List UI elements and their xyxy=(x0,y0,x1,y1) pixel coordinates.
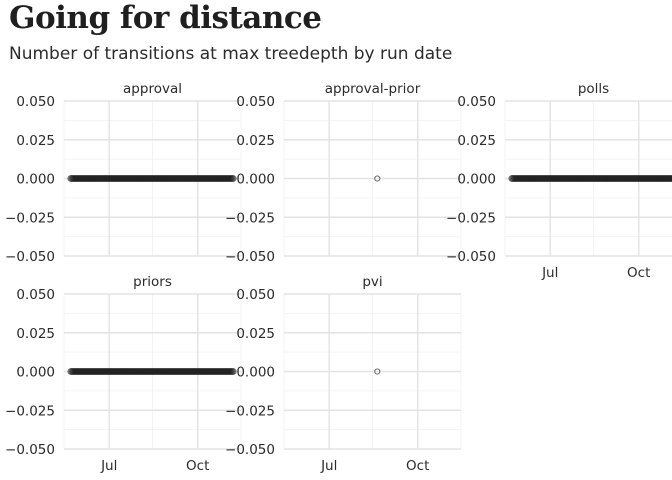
y-tick-label: 0.000 xyxy=(236,365,275,381)
chart-title: Going for distance xyxy=(9,0,322,36)
data-point xyxy=(229,175,237,182)
panel-approval: approval 0.050 0.025 0.000 −0.025 −0.050 xyxy=(5,81,242,265)
panel-strip-label: approval xyxy=(123,81,182,97)
y-tick-label: −0.050 xyxy=(225,442,275,458)
y-tick-label: −0.025 xyxy=(225,210,275,226)
data-point xyxy=(229,368,237,375)
data-points xyxy=(67,368,237,375)
x-tick-label: Jul xyxy=(100,458,117,474)
y-tick-label: −0.050 xyxy=(446,249,496,265)
y-tick-label: 0.000 xyxy=(16,365,55,381)
data-points xyxy=(508,175,672,182)
y-tick-label: 0.000 xyxy=(457,172,496,188)
y-tick-label: 0.025 xyxy=(16,326,55,342)
chart-subtitle: Number of transitions at max treedepth b… xyxy=(9,44,453,64)
y-tick-label: −0.025 xyxy=(225,403,275,419)
y-tick-label: 0.025 xyxy=(457,133,496,149)
data-point xyxy=(374,175,381,182)
panel-strip-label: priors xyxy=(133,274,172,290)
panel-priors: priors 0.050 0.025 0.000 −0.025 −0.050 Jul Oct xyxy=(5,274,242,474)
panel-pvi: pvi 0.050 0.025 0.000 −0.025 −0.050 Jul Oct xyxy=(225,274,462,474)
y-tick-label: −0.025 xyxy=(5,210,55,226)
x-tick-label: Oct xyxy=(627,265,650,281)
data-points xyxy=(67,175,237,182)
y-tick-label: 0.025 xyxy=(236,133,275,149)
y-tick-label: 0.000 xyxy=(16,172,55,188)
x-tick-label: Jul xyxy=(541,265,558,281)
panel-strip-label: polls xyxy=(578,81,609,97)
panel-polls: polls 0.050 0.025 0.000 −0.025 −0.050 Jul Oct xyxy=(446,81,672,281)
y-tick-label: −0.025 xyxy=(446,210,496,226)
y-tick-label: −0.050 xyxy=(225,249,275,265)
y-tick-label: 0.050 xyxy=(457,94,496,110)
y-tick-label: 0.050 xyxy=(236,94,275,110)
x-tick-label: Oct xyxy=(186,458,209,474)
y-tick-label: −0.050 xyxy=(5,249,55,265)
y-tick-label: −0.050 xyxy=(5,442,55,458)
panel-approval-prior: approval-prior 0.050 0.025 0.000 −0.025 −0.05… xyxy=(225,81,462,265)
y-tick-label: 0.050 xyxy=(236,287,275,303)
y-tick-label: 0.025 xyxy=(16,133,55,149)
y-tick-label: 0.025 xyxy=(236,326,275,342)
y-tick-label: −0.025 xyxy=(5,403,55,419)
panel-strip-label: approval-prior xyxy=(325,81,421,97)
x-tick-label: Oct xyxy=(406,458,429,474)
y-tick-label: 0.050 xyxy=(16,94,55,110)
panel-strip-label: pvi xyxy=(362,274,382,290)
data-point xyxy=(374,368,381,375)
y-tick-label: 0.050 xyxy=(16,287,55,303)
y-tick-label: 0.000 xyxy=(236,172,275,188)
x-tick-label: Jul xyxy=(320,458,337,474)
